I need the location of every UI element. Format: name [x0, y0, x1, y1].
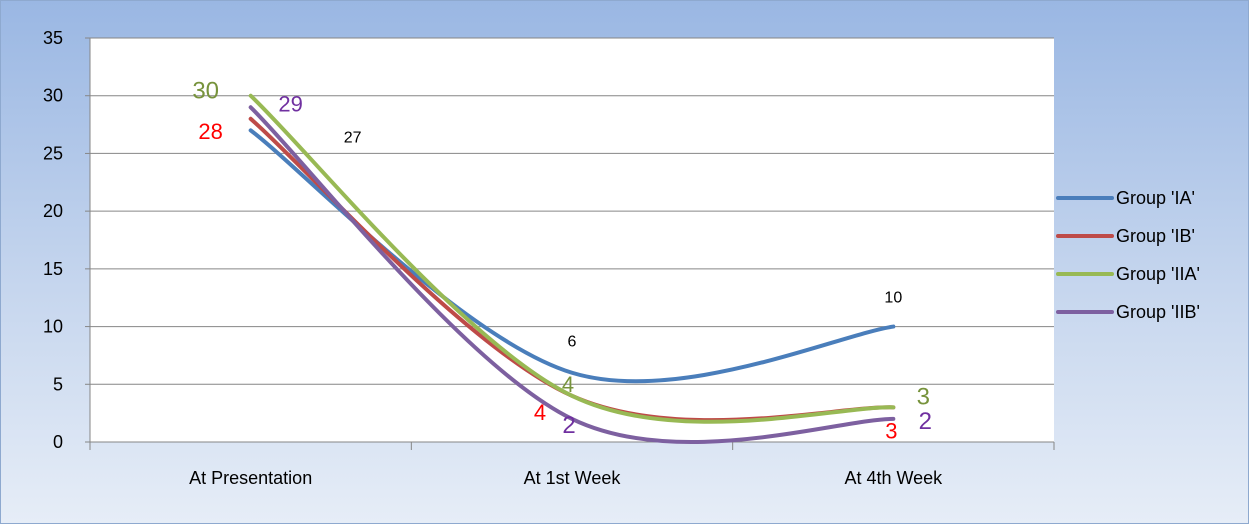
data-label: 30 [192, 78, 219, 105]
axes: 0 5 10 15 20 25 30 35 At Presentation At 1st Week… [43, 28, 1055, 488]
data-label: 6 [568, 334, 577, 351]
data-label: 3 [917, 383, 930, 410]
gridlines [90, 37, 1054, 385]
data-label: 29 [278, 91, 302, 116]
legend-label-group-ia: Group 'IA' [1116, 188, 1195, 208]
data-label: 4 [562, 372, 574, 397]
legend-label-group-ib: Group 'IB' [1116, 226, 1195, 246]
x-category-label: At 4th Week [844, 468, 943, 488]
data-label: 3 [885, 418, 897, 443]
data-label: 2 [562, 412, 575, 439]
data-label: 4 [534, 400, 546, 425]
y-tick-label: 15 [43, 259, 63, 279]
legend: Group 'IA' Group 'IB' Group 'IIA' Group 'II… [1056, 188, 1200, 322]
y-tick-label: 35 [43, 28, 63, 48]
series-line-group-ia [248, 128, 896, 384]
data-label: 2 [919, 408, 932, 435]
data-labels: 27 6 10 28 4 3 30 4 3 29 2 2 [192, 78, 932, 444]
y-tick-label: 30 [43, 86, 63, 106]
y-tick-label: 25 [43, 143, 63, 163]
y-tick-label: 10 [43, 317, 63, 337]
series-line-group-iia [248, 93, 896, 424]
x-category-label: At Presentation [189, 468, 312, 488]
series-line-group-iib [248, 105, 896, 444]
legend-label-group-iib: Group 'IIB' [1116, 302, 1200, 322]
legend-label-group-iia: Group 'IIA' [1116, 264, 1200, 284]
y-tick-label: 20 [43, 201, 63, 221]
x-category-label: At 1st Week [524, 468, 622, 488]
series-lines [248, 93, 896, 444]
data-label: 27 [344, 129, 362, 146]
y-tick-label: 0 [53, 432, 63, 452]
data-label: 10 [884, 290, 902, 307]
data-label: 28 [198, 119, 222, 144]
y-tick-label: 5 [53, 374, 63, 394]
